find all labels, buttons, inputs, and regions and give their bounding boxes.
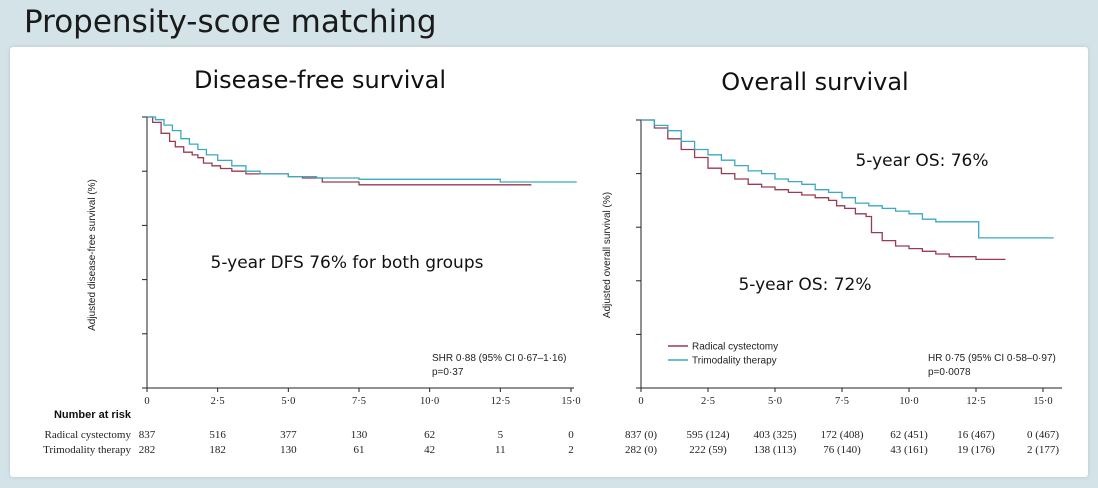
risk-count: 837 (0): [625, 429, 657, 441]
risk-count: 42: [424, 444, 435, 456]
stats-line-2: p=0·0078: [928, 367, 971, 378]
x-tick-label: 7·5: [835, 396, 849, 407]
x-tick-label: 5·0: [281, 396, 295, 407]
risk-count: 282: [139, 444, 156, 456]
x-tick-label: 2·5: [701, 396, 715, 407]
x-tick-label: 10·0: [899, 396, 918, 407]
legend: Radical cystectomy Trimodality therapy: [668, 342, 778, 367]
x-tick-label: 7·5: [352, 396, 366, 407]
x-tick-label: 12·5: [491, 396, 510, 407]
stats-line-1: SHR 0·88 (95% CI 0·67–1·16): [432, 353, 567, 364]
x-tick-label: 0: [638, 396, 643, 407]
risk-table-heading: Number at risk: [54, 409, 132, 421]
risk-count: 62 (451): [890, 429, 928, 441]
risk-count: 76 (140): [823, 444, 861, 456]
risk-count: 2 (177): [1027, 444, 1059, 456]
risk-count: 282 (0): [625, 444, 657, 456]
risk-count: 377: [280, 429, 297, 441]
dfs-annotation: 5-year DFS 76% for both groups: [211, 253, 484, 273]
x-tick-label: 2·5: [211, 396, 225, 407]
risk-count: 43 (161): [890, 444, 928, 456]
os-annotation-cystectomy: 5-year OS: 72%: [738, 275, 871, 295]
y-axis-label: Adjusted disease-free survival (%): [87, 179, 98, 331]
risk-row-label-trimodality: Trimodality therapy: [43, 444, 131, 456]
x-tick-label: 5·0: [768, 396, 782, 407]
series-line-radical-cystectomy: [147, 116, 532, 186]
risk-count: 11: [495, 444, 506, 456]
x-tick-label: 15·0: [561, 396, 580, 407]
risk-count: 62: [424, 429, 435, 441]
series-line-trimodality-therapy: [147, 116, 577, 183]
risk-count: 138 (113): [754, 444, 797, 456]
os-annotation-trimodality: 5-year OS: 76%: [855, 151, 988, 171]
risk-count: 19 (176): [957, 444, 995, 456]
risk-count: 222 (59): [689, 444, 727, 456]
x-tick-label: 0: [144, 396, 149, 407]
series-line-trimodality-therapy: [641, 119, 1054, 239]
risk-count: 0 (467): [1027, 429, 1059, 441]
risk-row-label-radical: Radical cystectomy: [45, 429, 132, 441]
series-line-radical-cystectomy: [641, 119, 1006, 261]
risk-count: 2: [568, 444, 574, 456]
risk-count: 837: [139, 429, 156, 441]
chart-title: Overall survival: [721, 68, 908, 96]
chart-disease-free-survival: Disease-free survival Adjusted disease-f…: [87, 66, 581, 456]
x-tick-label: 15·0: [1033, 396, 1052, 407]
risk-count: 172 (408): [820, 429, 863, 441]
chart-title: Disease-free survival: [194, 66, 446, 94]
x-tick-label: 10·0: [420, 396, 439, 407]
legend-label-radical: Radical cystectomy: [692, 342, 778, 353]
x-tick-label: 12·5: [966, 396, 985, 407]
stats-line-1: HR 0·75 (95% CI 0·58–0·97): [928, 353, 1056, 364]
risk-count: 130: [280, 444, 297, 456]
chart-overall-survival: Overall survival Adjusted overall surviv…: [602, 68, 1062, 456]
risk-count: 0: [568, 429, 574, 441]
stats-line-2: p=0·37: [432, 367, 464, 378]
y-axis-label: Adjusted overall survival (%): [602, 192, 613, 318]
risk-count: 182: [209, 444, 226, 456]
risk-count: 5: [498, 429, 504, 441]
risk-count: 516: [209, 429, 226, 441]
risk-count: 130: [351, 429, 368, 441]
risk-count: 16 (467): [957, 429, 995, 441]
risk-count: 595 (124): [686, 429, 729, 441]
legend-label-trimodality: Trimodality therapy: [692, 356, 777, 367]
risk-count: 61: [354, 444, 365, 456]
figure-panel: [10, 47, 1088, 477]
risk-count: 403 (325): [753, 429, 796, 441]
slide-title: Propensity-score matching: [24, 4, 437, 40]
